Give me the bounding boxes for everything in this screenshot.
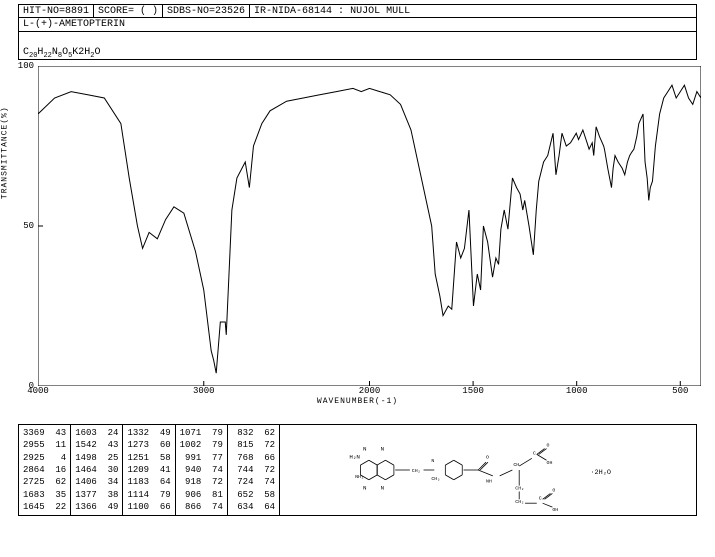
svg-text:NH₂: NH₂ — [355, 474, 364, 480]
peak-entry: 1332 49 — [127, 427, 170, 439]
x-tick-label: 2000 — [359, 386, 381, 396]
y-ticks: 050100 — [18, 66, 36, 386]
bottom-section: 3369 432955 112925 42864 162725 621683 3… — [18, 424, 697, 516]
x-tick-label: 4000 — [27, 386, 49, 396]
svg-text:O: O — [547, 443, 550, 449]
svg-text:C: C — [533, 450, 536, 456]
peak-entry: 1683 35 — [23, 489, 66, 501]
peak-entry: 1406 34 — [75, 476, 118, 488]
peak-entry: 2925 4 — [23, 452, 66, 464]
svg-text:N: N — [381, 485, 385, 492]
peak-column: 1603 241542 431498 251464 301406 341377 … — [71, 425, 123, 515]
peak-column: 3369 432955 112925 42864 162725 621683 3… — [19, 425, 71, 515]
x-axis-label: WAVENUMBER(-1) — [317, 397, 398, 406]
peak-column: 1332 491273 601251 581209 411183 641114 … — [123, 425, 175, 515]
peak-table: 3369 432955 112925 42864 162725 621683 3… — [19, 425, 280, 515]
peak-entry: 1542 43 — [75, 439, 118, 451]
sdbs-no: SDBS-NO=23526 — [163, 5, 250, 17]
peak-entry: 991 77 — [180, 452, 223, 464]
peak-entry: 1209 41 — [127, 464, 170, 476]
formula: C20H22N8O5K2H2O — [18, 46, 697, 60]
svg-text:OH: OH — [547, 460, 553, 466]
peak-entry: 918 72 — [180, 476, 223, 488]
peak-column: 832 62 815 72 768 66 744 72 724 74 652 5… — [228, 425, 280, 515]
svg-text:OH: OH — [552, 507, 558, 511]
peak-entry: 832 62 — [232, 427, 275, 439]
x-tick-label: 1500 — [462, 386, 484, 396]
svg-text:O: O — [552, 487, 555, 493]
svg-text:H₂N: H₂N — [349, 453, 360, 460]
svg-text:NH: NH — [486, 479, 492, 485]
peak-entry: 1114 79 — [127, 489, 170, 501]
svg-text:N: N — [381, 445, 385, 452]
peak-entry: 1183 64 — [127, 476, 170, 488]
svg-text:CH₂: CH₂ — [412, 468, 421, 474]
peak-entry: 1603 24 — [75, 427, 118, 439]
svg-text:CH₂: CH₂ — [515, 486, 524, 492]
hit-no: HIT-NO=8891 — [19, 5, 94, 17]
peak-entry: 1498 25 — [75, 452, 118, 464]
svg-text:N: N — [431, 458, 434, 464]
peak-entry: 768 66 — [232, 452, 275, 464]
peak-entry: 634 64 — [232, 501, 275, 513]
score: SCORE= ( ) — [94, 5, 163, 17]
plot-area — [38, 66, 701, 386]
peak-entry: 1377 38 — [75, 489, 118, 501]
structure-diagram: H₂NNNNNNH₂CH₂NCH₃ONHCHCOOHCH₂CH₂COOH·2H₂… — [280, 425, 696, 515]
spectrum-chart: TRANSMITTANCE(%) 050100 4000300020001500… — [10, 66, 705, 416]
spacer — [18, 32, 697, 46]
svg-text:C: C — [539, 495, 542, 501]
header-bar: HIT-NO=8891 SCORE= ( ) SDBS-NO=23526 IR-… — [18, 4, 697, 18]
x-tick-label: 3000 — [193, 386, 215, 396]
peak-column: 1071 791002 79 991 77 940 74 918 72 906 … — [176, 425, 228, 515]
ir-info: IR-NIDA-68144 : NUJOL MULL — [250, 5, 696, 17]
peak-entry: 866 74 — [180, 501, 223, 513]
svg-text:O: O — [486, 454, 489, 460]
x-tick-label: 500 — [672, 386, 688, 396]
svg-text:CH₂: CH₂ — [515, 499, 524, 505]
svg-text:CH₃: CH₃ — [431, 476, 440, 482]
peak-entry: 815 72 — [232, 439, 275, 451]
peak-entry: 724 74 — [232, 476, 275, 488]
svg-text:N: N — [363, 445, 367, 452]
y-tick-label: 50 — [23, 221, 34, 231]
y-tick-label: 100 — [18, 61, 34, 71]
molecule-svg: H₂NNNNNNH₂CH₂NCH₃ONHCHCOOHCH₂CH₂COOH·2H₂… — [284, 429, 692, 511]
svg-text:N: N — [363, 485, 367, 492]
y-axis-label: TRANSMITTANCE(%) — [1, 106, 10, 199]
svg-text:CH: CH — [513, 462, 519, 468]
peak-entry: 2955 11 — [23, 439, 66, 451]
peak-entry: 1071 79 — [180, 427, 223, 439]
peak-entry: 1273 60 — [127, 439, 170, 451]
peak-entry: 652 58 — [232, 489, 275, 501]
peak-entry: 2864 16 — [23, 464, 66, 476]
peak-entry: 906 81 — [180, 489, 223, 501]
peak-entry: 1645 22 — [23, 501, 66, 513]
peak-entry: 1366 49 — [75, 501, 118, 513]
x-tick-label: 1000 — [566, 386, 588, 396]
peak-entry: 940 74 — [180, 464, 223, 476]
peak-entry: 1002 79 — [180, 439, 223, 451]
compound-name: L-(+)-AMETOPTERIN — [18, 18, 697, 32]
peak-entry: 3369 43 — [23, 427, 66, 439]
spectrum-line — [38, 66, 701, 386]
peak-entry: 2725 62 — [23, 476, 66, 488]
svg-text:·2H₂O: ·2H₂O — [591, 469, 612, 477]
peak-entry: 744 72 — [232, 464, 275, 476]
peak-entry: 1464 30 — [75, 464, 118, 476]
peak-entry: 1251 58 — [127, 452, 170, 464]
peak-entry: 1100 66 — [127, 501, 170, 513]
